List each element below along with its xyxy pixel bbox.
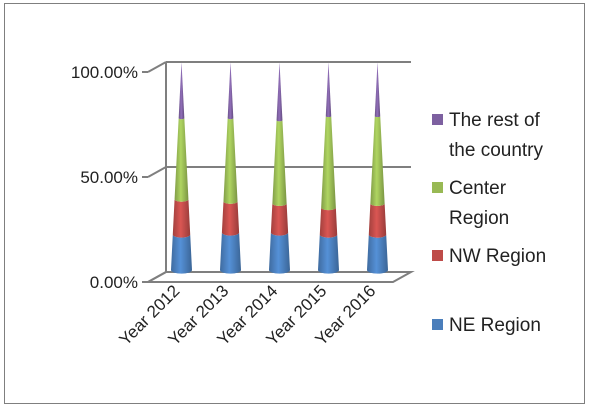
legend-item: Center Region <box>432 178 509 229</box>
legend-swatch <box>432 114 443 125</box>
cone-segment-the-rest-of-the-country <box>374 62 381 118</box>
cone-segment-nw-region <box>270 203 289 236</box>
cone-segment-center-region <box>272 120 287 206</box>
gridline-side <box>147 166 167 178</box>
legend-item: NE Region <box>432 315 541 336</box>
y-axis-ticks: 0.00% 50.00% 100.00% <box>71 63 148 292</box>
legend-label: The rest of the country <box>449 110 543 161</box>
legend-swatch <box>432 182 443 193</box>
cone-segment-ne-region <box>269 232 290 274</box>
floor <box>144 271 415 283</box>
cone-segment-center-region <box>370 116 385 206</box>
chart-walls <box>144 62 415 283</box>
y-tick-label: 100.00% <box>71 63 138 82</box>
legend-item: NW Region <box>432 246 546 267</box>
cone-segment-ne-region <box>367 234 388 274</box>
cone-segment-center-region <box>223 118 238 204</box>
cone-segment-ne-region <box>171 234 192 274</box>
cone-segment-ne-region <box>220 232 241 274</box>
legend-swatch <box>432 250 443 261</box>
legend-item: The rest of the country <box>432 110 543 161</box>
cone-segment-the-rest-of-the-country <box>227 62 234 120</box>
cone-segment-the-rest-of-the-country <box>178 62 185 120</box>
cone-segment-center-region <box>321 116 336 211</box>
legend-label: Center Region <box>449 178 509 229</box>
cone-segment-the-rest-of-the-country <box>325 62 332 118</box>
legend: The rest of the country Center Region NW Reg… <box>432 110 546 336</box>
cone-segment-center-region <box>174 118 189 202</box>
cone-segment-ne-region <box>318 234 339 274</box>
y-tick-label: 0.00% <box>90 273 138 292</box>
cone-segment-nw-region <box>319 207 338 238</box>
cone-segment-nw-region <box>172 199 191 238</box>
legend-label: NW Region <box>449 246 546 267</box>
cone-segment-nw-region <box>221 201 240 236</box>
cone-segment-nw-region <box>368 203 387 238</box>
chart-border <box>4 3 585 404</box>
legend-label: NE Region <box>449 315 541 336</box>
y-tick-label: 50.00% <box>80 168 138 187</box>
gridlines <box>147 61 411 178</box>
legend-swatch <box>432 319 443 330</box>
gridline-side <box>147 61 167 73</box>
cone-segment-the-rest-of-the-country <box>276 62 283 122</box>
cone-series <box>171 62 388 274</box>
